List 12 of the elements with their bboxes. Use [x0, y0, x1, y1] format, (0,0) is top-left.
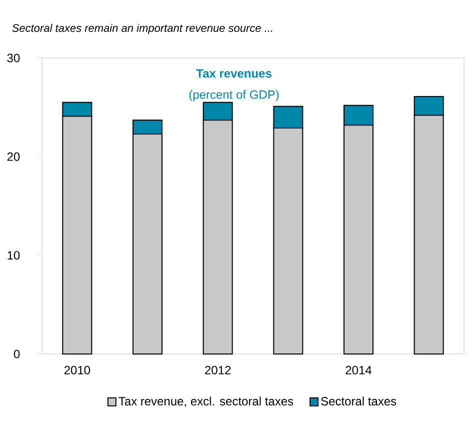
- y-tick-label: 10: [8, 251, 20, 260]
- legend-label: Tax revenue, excl. sectoral taxes: [118, 396, 294, 407]
- x-tick-label: 2012: [205, 366, 231, 374]
- x-tick-label: 2010: [64, 366, 90, 374]
- chart-title: Sectoral taxes remain an important revenue source ...: [12, 24, 272, 34]
- legend-label: Sectoral taxes: [321, 396, 396, 406]
- y-tick-label: 30: [7, 54, 20, 62]
- annotation: Tax revenues: [196, 69, 272, 78]
- annotation: (percent of GDP): [189, 90, 279, 102]
- y-tick-label: 20: [7, 152, 20, 161]
- y-tick-label: 0: [14, 350, 20, 358]
- x-tick-label: 2014: [346, 366, 372, 374]
